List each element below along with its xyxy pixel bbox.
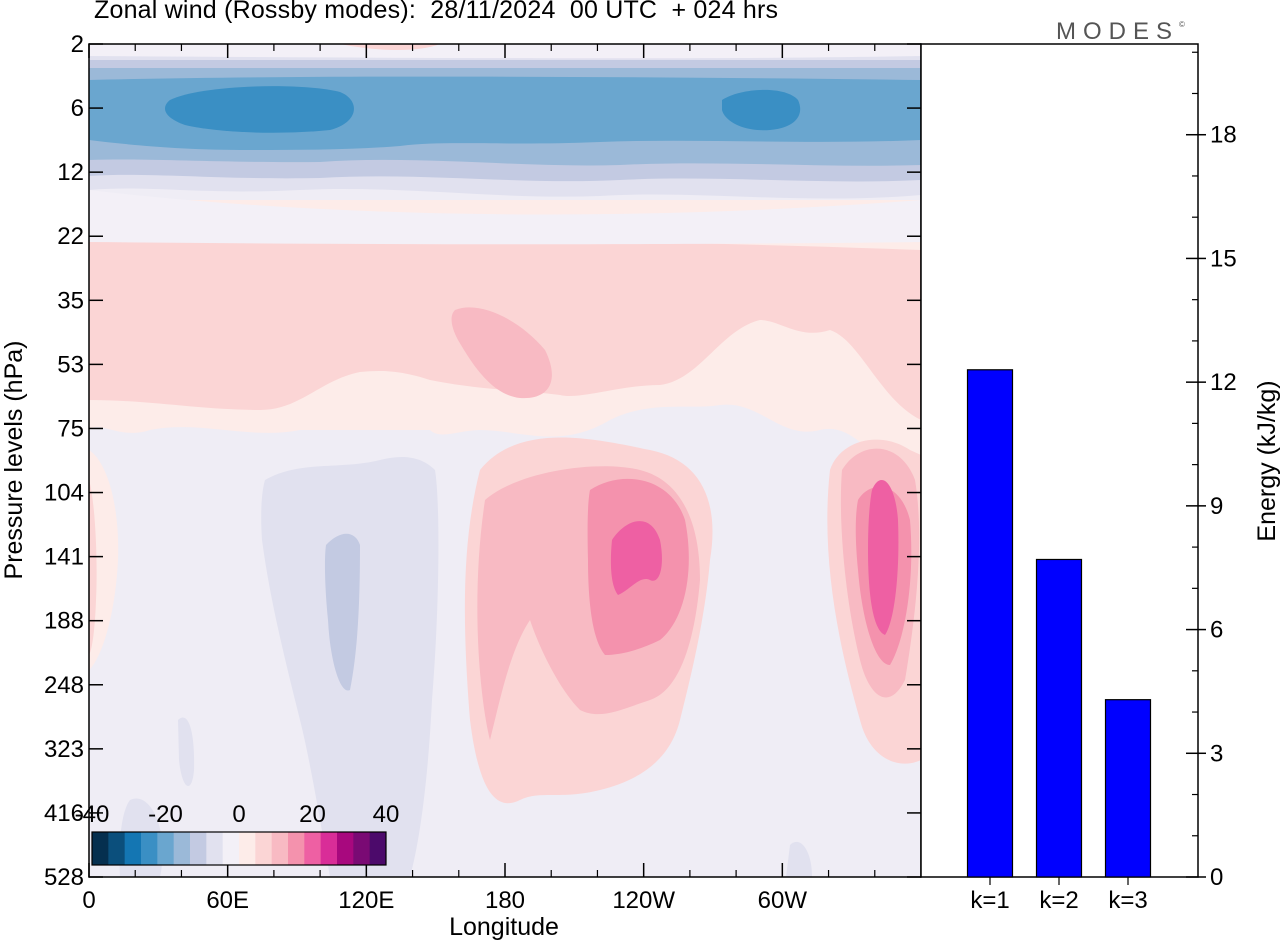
colorbar-tick-label: 0 (232, 801, 245, 828)
colorbar-swatch (222, 832, 240, 865)
y-tick-label: 141 (44, 544, 84, 571)
colorbar-frame (91, 831, 387, 866)
energy-bar (1035, 558, 1083, 878)
colorbar-swatch (320, 832, 338, 865)
bar-category-label: k=3 (1108, 887, 1147, 914)
bar-y-tick-label: 15 (1210, 245, 1237, 272)
heatmap-x-axis: 0 60E 120E 180 120W 60W (82, 44, 876, 914)
energy-bar (1104, 699, 1152, 878)
colorbar-swatch (255, 832, 273, 865)
energy-bar-panel: k=1 k=2 k=3 0 3 6 9 12 15 18 Energy (kJ/kg) (920, 43, 1280, 914)
x-tick-label: 120E (338, 887, 394, 914)
figure-title: Zonal wind (Rossby modes): 28/11/2024 00… (94, 0, 779, 24)
y-tick-label: 104 (44, 480, 84, 507)
y-tick-label: 6 (71, 95, 84, 122)
bar-category-label: k=2 (1039, 887, 1078, 914)
y-tick-label: 12 (57, 159, 84, 186)
colorbar-swatch (337, 832, 354, 865)
colorbar-swatch (157, 832, 175, 865)
colorbar-swatch (288, 832, 305, 865)
colorbar-swatch (141, 832, 158, 865)
bar-category-label: k=1 (970, 887, 1009, 914)
y-axis-label: Pressure levels (hPa) (0, 341, 28, 580)
colorbar-swatch (173, 832, 191, 865)
bar-y-tick-label: 0 (1210, 864, 1223, 891)
y-tick-label: 75 (57, 415, 84, 442)
x-tick-label: 180 (485, 887, 525, 914)
bar-y-tick-label: 9 (1210, 493, 1223, 520)
y-tick-label: 528 (44, 864, 84, 891)
bar-y-tick-label: 12 (1210, 369, 1237, 396)
colorbar-tick-label: 40 (373, 801, 400, 828)
logo-mark: © (1179, 20, 1185, 29)
x-tick-label: 0 (82, 887, 95, 914)
heatmap-panel: 0 60E 120E 180 120W 60W 2 6 12 22 35 53 75 104 141 188… (0, 31, 922, 941)
colorbar-tick-label: 20 (299, 801, 326, 828)
colorbar-swatch (304, 832, 322, 865)
colorbar-tick-label: -40 (75, 801, 110, 828)
x-axis-label: Longitude (449, 913, 559, 941)
bar-y-tick-label: 3 (1210, 740, 1223, 767)
x-tick-label: 60W (758, 887, 808, 914)
bar-y-axis: 0 3 6 9 12 15 18 (1186, 51, 1237, 891)
x-tick-label: 60E (206, 887, 249, 914)
colorbar-swatch (92, 832, 109, 865)
colorbar-swatch (239, 832, 256, 865)
colorbar: -40 -20 0 20 40 (75, 801, 400, 866)
colorbar-swatch (369, 832, 387, 865)
energy-bar (966, 369, 1014, 878)
colorbar-swatch (271, 832, 289, 865)
bar-x-axis: k=1 k=2 k=3 (970, 877, 1148, 914)
x-tick-label: 120W (612, 887, 675, 914)
bar-y-axis-label: Energy (kJ/kg) (1253, 380, 1280, 541)
y-tick-label: 53 (57, 351, 84, 378)
y-tick-label: 188 (44, 608, 84, 635)
contour-fills (89, 44, 921, 877)
heatmap-y-axis: 2 6 12 22 35 53 75 104 141 188 248 323 416 528 (44, 31, 921, 891)
y-tick-label: 323 (44, 736, 84, 763)
bar-y-tick-label: 18 (1210, 122, 1237, 149)
colorbar-tick-label: -20 (148, 801, 183, 828)
y-tick-label: 35 (57, 287, 84, 314)
colorbar-swatch (124, 832, 142, 865)
colorbar-swatch (206, 832, 224, 865)
y-tick-label: 2 (71, 31, 84, 58)
y-tick-label: 416 (44, 800, 84, 827)
modes-logo: MODES© (1056, 18, 1185, 46)
colorbar-swatch (190, 832, 207, 865)
energy-bars (966, 369, 1152, 878)
colorbar-swatch (353, 832, 371, 865)
logo-text: MODES (1056, 18, 1180, 45)
bar-y-tick-label: 6 (1210, 617, 1223, 644)
colorbar-swatch (108, 832, 126, 865)
y-tick-label: 22 (57, 223, 84, 250)
y-tick-label: 248 (44, 672, 84, 699)
